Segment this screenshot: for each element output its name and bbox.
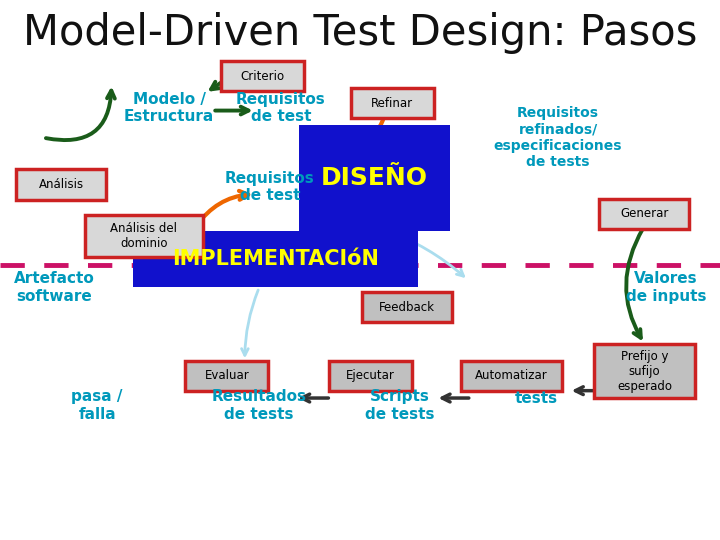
- Text: Generar: Generar: [620, 207, 669, 220]
- Text: Requisitos
de test: Requisitos de test: [225, 171, 315, 203]
- FancyBboxPatch shape: [186, 361, 268, 391]
- Text: tests: tests: [515, 390, 558, 406]
- FancyBboxPatch shape: [594, 344, 695, 398]
- Text: Automatizar: Automatizar: [474, 369, 548, 382]
- FancyBboxPatch shape: [461, 361, 562, 391]
- FancyBboxPatch shape: [351, 88, 433, 118]
- FancyBboxPatch shape: [133, 231, 418, 287]
- FancyBboxPatch shape: [361, 292, 452, 322]
- Text: Resultados
de tests: Resultados de tests: [212, 389, 307, 422]
- Text: Análisis: Análisis: [39, 178, 84, 191]
- Text: Análisis del
dominio: Análisis del dominio: [110, 222, 178, 250]
- Text: Requisitos
refinados/
especificaciones
de tests: Requisitos refinados/ especificaciones d…: [494, 106, 622, 169]
- Text: Criterio: Criterio: [240, 70, 285, 83]
- Text: Scripts
de tests: Scripts de tests: [365, 389, 434, 422]
- Text: ESPECIFICACIÓN, VALIDACIÓN Y TESTING (M. G. MERAYO Y M. NUÑEZ): ESPECIFICACIÓN, VALIDACIÓN Y TESTING (M.…: [204, 511, 516, 521]
- FancyBboxPatch shape: [330, 361, 412, 391]
- Text: IMPLEMENTACIóN: IMPLEMENTACIóN: [172, 249, 379, 269]
- FancyBboxPatch shape: [85, 215, 204, 256]
- Text: Prefijo y
sufijo
esperado: Prefijo y sufijo esperado: [617, 349, 672, 393]
- Text: Feedback: Feedback: [379, 301, 435, 314]
- Text: Valores
de inputs: Valores de inputs: [626, 271, 706, 303]
- Text: pasa /
falla: pasa / falla: [71, 389, 123, 422]
- Text: Ejecutar: Ejecutar: [346, 369, 395, 382]
- Text: Model-Driven Test Design: Pasos: Model-Driven Test Design: Pasos: [23, 12, 697, 55]
- FancyBboxPatch shape: [222, 61, 304, 91]
- FancyBboxPatch shape: [299, 125, 450, 231]
- Text: 32: 32: [684, 511, 698, 521]
- Text: Modelo /
Estructura: Modelo / Estructura: [124, 92, 215, 124]
- Text: Refinar: Refinar: [372, 97, 413, 110]
- Text: Requisitos
de test: Requisitos de test: [236, 92, 325, 124]
- FancyBboxPatch shape: [599, 199, 690, 229]
- Text: Artefacto
software: Artefacto software: [14, 271, 94, 303]
- FancyBboxPatch shape: [17, 169, 107, 199]
- Text: Evaluar: Evaluar: [204, 369, 249, 382]
- Text: DISEÑO: DISEÑO: [321, 166, 428, 190]
